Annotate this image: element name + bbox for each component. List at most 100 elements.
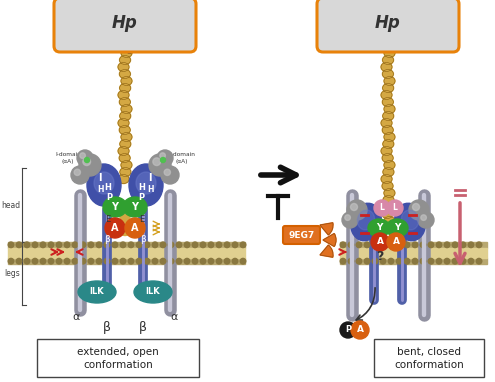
Text: extended, open: extended, open — [77, 347, 159, 357]
Ellipse shape — [123, 197, 147, 217]
Ellipse shape — [384, 133, 395, 141]
Ellipse shape — [381, 175, 392, 183]
Ellipse shape — [121, 133, 132, 141]
Circle shape — [388, 242, 394, 248]
Circle shape — [200, 258, 206, 264]
Circle shape — [340, 322, 356, 338]
Circle shape — [340, 242, 346, 248]
Circle shape — [380, 258, 386, 264]
Circle shape — [48, 258, 54, 264]
Circle shape — [468, 242, 474, 248]
Circle shape — [136, 258, 142, 264]
Ellipse shape — [384, 217, 395, 225]
Ellipse shape — [120, 84, 131, 92]
Circle shape — [372, 258, 378, 264]
Text: bent, closed: bent, closed — [397, 347, 461, 357]
Ellipse shape — [120, 167, 131, 176]
Text: I: I — [148, 173, 152, 183]
Text: β: β — [140, 235, 146, 244]
Text: H: H — [97, 186, 103, 194]
Text: β: β — [103, 320, 111, 333]
Circle shape — [412, 242, 418, 248]
Circle shape — [77, 150, 93, 166]
Text: α: α — [170, 312, 178, 322]
Circle shape — [64, 242, 70, 248]
Circle shape — [208, 242, 214, 248]
Circle shape — [112, 258, 118, 264]
Circle shape — [184, 242, 190, 248]
Ellipse shape — [382, 181, 393, 191]
Ellipse shape — [118, 91, 129, 99]
Circle shape — [436, 242, 442, 248]
Ellipse shape — [78, 281, 116, 303]
Circle shape — [144, 258, 150, 264]
Ellipse shape — [120, 228, 130, 235]
Circle shape — [418, 212, 434, 228]
Text: A: A — [356, 325, 363, 335]
Ellipse shape — [384, 188, 395, 197]
Text: Hp: Hp — [375, 14, 401, 32]
Text: ?: ? — [376, 249, 384, 262]
Text: E: E — [105, 215, 110, 225]
Text: I-domain: I-domain — [55, 152, 81, 157]
Circle shape — [452, 242, 458, 248]
Circle shape — [56, 242, 62, 248]
Circle shape — [168, 258, 174, 264]
Circle shape — [128, 258, 134, 264]
Circle shape — [104, 242, 110, 248]
Ellipse shape — [383, 139, 394, 149]
Text: P: P — [345, 325, 351, 335]
Circle shape — [71, 166, 89, 184]
Text: A: A — [377, 238, 384, 246]
Text: L: L — [380, 204, 385, 212]
Ellipse shape — [381, 91, 392, 99]
Ellipse shape — [382, 209, 393, 219]
Circle shape — [216, 242, 222, 248]
Text: H: H — [104, 183, 111, 193]
Circle shape — [428, 258, 434, 264]
Circle shape — [80, 258, 86, 264]
Circle shape — [164, 169, 170, 175]
Circle shape — [356, 242, 362, 248]
Circle shape — [347, 200, 367, 220]
Circle shape — [396, 242, 402, 248]
Ellipse shape — [120, 222, 130, 228]
FancyBboxPatch shape — [317, 0, 459, 52]
Bar — [340, 248, 487, 258]
Circle shape — [160, 258, 166, 264]
Ellipse shape — [401, 210, 419, 230]
Ellipse shape — [386, 219, 408, 237]
Circle shape — [192, 242, 198, 248]
Circle shape — [161, 166, 179, 184]
Circle shape — [420, 258, 426, 264]
Circle shape — [16, 258, 22, 264]
Text: β: β — [104, 235, 110, 244]
Text: A: A — [111, 223, 119, 233]
Circle shape — [144, 242, 150, 248]
Circle shape — [157, 150, 173, 166]
Ellipse shape — [350, 203, 381, 241]
Ellipse shape — [119, 154, 130, 162]
Ellipse shape — [119, 126, 130, 134]
Circle shape — [224, 242, 230, 248]
Ellipse shape — [395, 203, 425, 241]
Text: H: H — [139, 183, 146, 193]
Circle shape — [83, 158, 91, 165]
Ellipse shape — [121, 105, 132, 113]
Circle shape — [388, 258, 394, 264]
Circle shape — [208, 258, 214, 264]
Circle shape — [240, 258, 246, 264]
Text: P: P — [138, 194, 144, 202]
Circle shape — [152, 258, 158, 264]
Circle shape — [340, 258, 346, 264]
Circle shape — [192, 258, 198, 264]
Circle shape — [74, 169, 81, 175]
Circle shape — [444, 258, 450, 264]
Circle shape — [356, 258, 362, 264]
Ellipse shape — [119, 97, 130, 107]
Circle shape — [153, 158, 160, 165]
Text: 9EG7: 9EG7 — [289, 230, 315, 240]
Bar — [8, 248, 245, 258]
Circle shape — [387, 233, 405, 251]
Circle shape — [460, 258, 466, 264]
